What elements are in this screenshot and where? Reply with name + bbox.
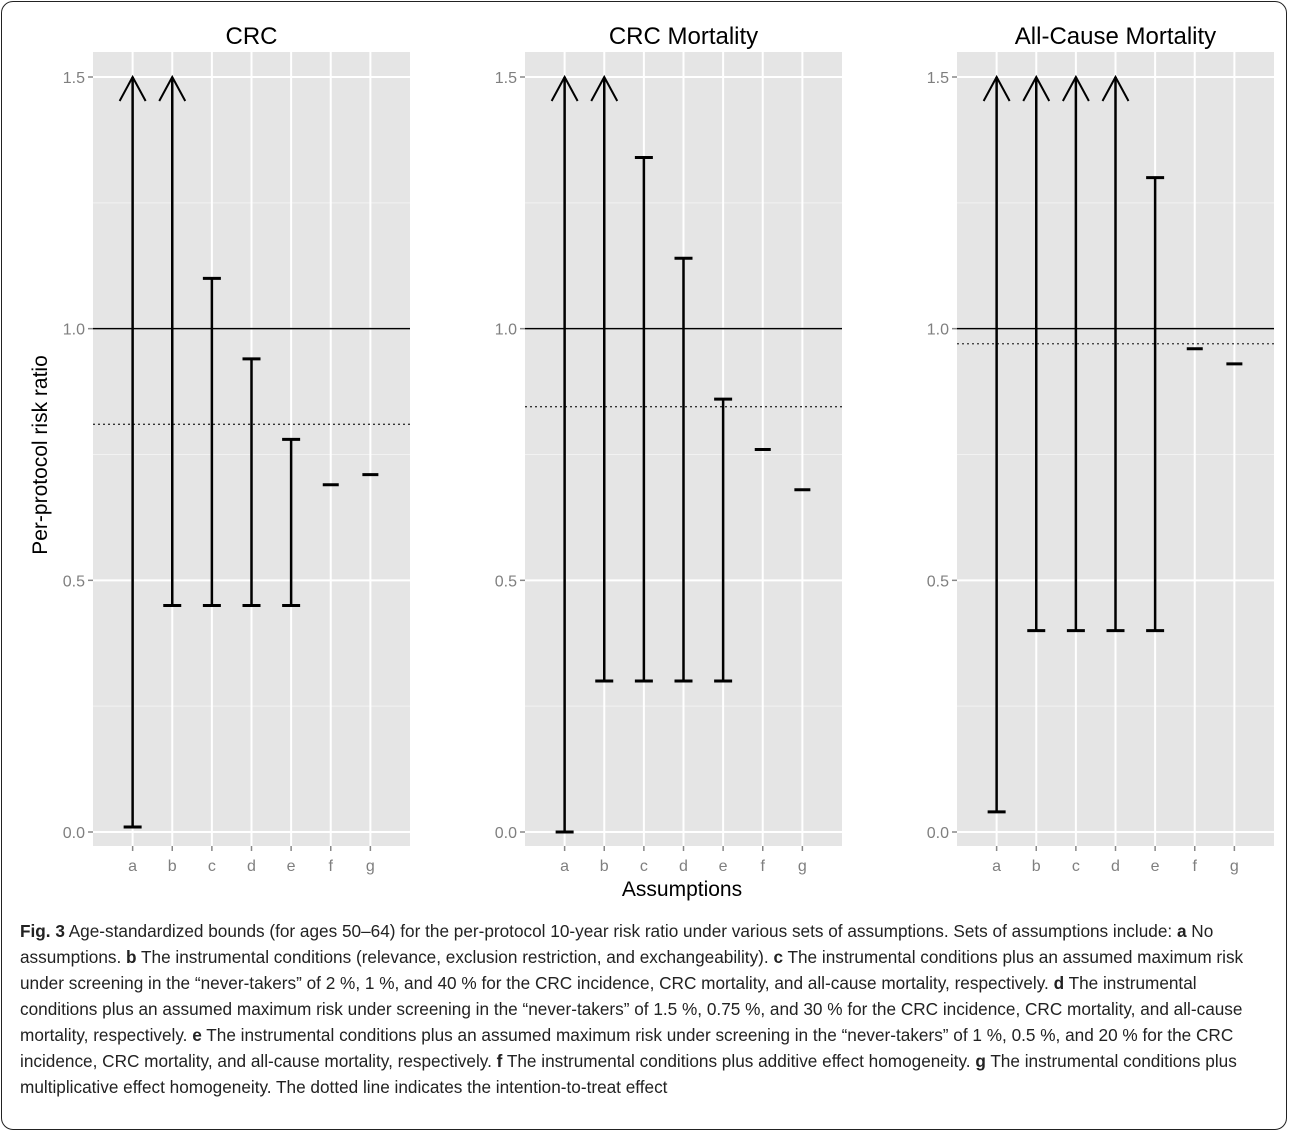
x-tick-label: b xyxy=(1032,858,1041,875)
figure-caption: Fig. 3 Age-standardized bounds (for ages… xyxy=(20,918,1275,1100)
x-tick-label: a xyxy=(992,858,1001,875)
caption-label: Fig. 3 xyxy=(20,921,65,941)
open-arrow-a xyxy=(550,74,579,102)
x-tick-label: e xyxy=(1151,858,1160,875)
x-tick-label: f xyxy=(761,858,766,875)
y-tick-label: 0.5 xyxy=(927,573,949,590)
x-tick-label: c xyxy=(1072,858,1080,875)
caption-item-c: c The instrumental conditions plus an as… xyxy=(20,947,1244,993)
y-tick-label: 1.0 xyxy=(63,322,85,339)
x-tick-label: e xyxy=(287,858,296,875)
y-tick-label: 1.0 xyxy=(495,322,517,339)
x-tick-label: d xyxy=(1111,858,1120,875)
caption-item-a: a No assumptions. xyxy=(20,921,1214,967)
x-tick-label: g xyxy=(366,858,375,875)
x-tick-label: f xyxy=(329,858,334,875)
x-tick-label: g xyxy=(1230,858,1239,875)
open-arrow-a xyxy=(982,74,1011,102)
caption-item-e: e The instrumental conditions plus an as… xyxy=(20,1025,1234,1071)
panel-title: All-Cause Mortality xyxy=(1015,23,1216,50)
x-tick-label: e xyxy=(719,858,728,875)
x-tick-label: a xyxy=(560,858,569,875)
x-tick-label: g xyxy=(798,858,807,875)
x-tick-label: f xyxy=(1193,858,1198,875)
open-arrow-b xyxy=(590,74,619,102)
panel-title: CRC xyxy=(226,23,278,50)
panel-3: 0.0 0.5 1.0 1.5 a b c d e f g All-Cause Mortality xyxy=(927,23,1274,875)
panel-1: 0.0 0.5 1.0 1.5 a b c d e f g CRC xyxy=(63,23,410,875)
x-tick-label: b xyxy=(600,858,609,875)
y-tick-label: 0.5 xyxy=(495,573,517,590)
x-tick-label: d xyxy=(247,858,256,875)
figure-chart: 0.0 0.5 1.0 1.5 a b c d e f g CRC 0.0 0.5 1.0 1.5 a b c d e f… xyxy=(29,23,1274,901)
x-tick-label: a xyxy=(128,858,137,875)
x-axis-label: Assumptions xyxy=(622,878,742,901)
caption-intro: Age-standardized bounds (for ages 50–64)… xyxy=(68,921,1177,941)
caption-item-g: g The instrumental conditions plus multi… xyxy=(20,1051,1237,1097)
y-axis-label: Per-protocol risk ratio xyxy=(29,355,52,555)
y-tick-label: 0.0 xyxy=(495,825,517,842)
y-tick-label: 0.0 xyxy=(927,825,949,842)
open-arrow-a xyxy=(118,74,147,102)
x-tick-label: d xyxy=(679,858,688,875)
y-tick-label: 0.0 xyxy=(63,825,85,842)
open-arrow-b xyxy=(1022,74,1051,102)
y-tick-label: 0.5 xyxy=(63,573,85,590)
y-tick-label: 1.5 xyxy=(495,70,517,87)
open-arrow-c xyxy=(1061,74,1090,102)
open-arrow-b xyxy=(158,74,187,102)
y-tick-label: 1.5 xyxy=(63,70,85,87)
y-tick-label: 1.5 xyxy=(927,70,949,87)
x-tick-label: c xyxy=(208,858,216,875)
panel-title: CRC Mortality xyxy=(609,23,758,50)
x-tick-label: b xyxy=(168,858,177,875)
caption-item-f: f The instrumental conditions plus addit… xyxy=(496,1051,971,1071)
x-tick-label: c xyxy=(640,858,648,875)
caption-item-b: b The instrumental conditions (relevance… xyxy=(126,947,769,967)
open-arrow-d xyxy=(1101,74,1130,102)
caption-item-d: d The instrumental conditions plus an as… xyxy=(20,973,1243,1045)
y-tick-label: 1.0 xyxy=(927,322,949,339)
panel-2: 0.0 0.5 1.0 1.5 a b c d e f g CRC Mortality xyxy=(495,23,842,875)
